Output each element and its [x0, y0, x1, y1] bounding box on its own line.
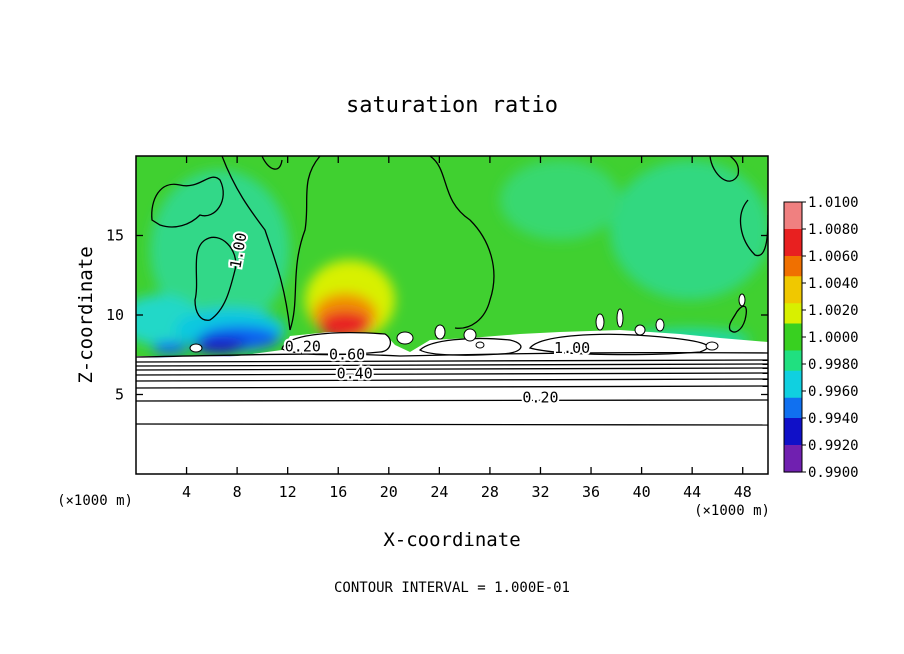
colorbar-label: 1.0040	[808, 276, 859, 292]
contour-label: 0.60	[329, 346, 365, 364]
colorbar-label: 1.0000	[808, 330, 859, 346]
colorbar-swatch	[784, 411, 802, 419]
chart-title: saturation ratio	[346, 93, 558, 118]
colorbar-swatch	[784, 364, 802, 372]
colorbar-label: 0.9900	[808, 465, 859, 481]
colorbar-swatch	[784, 202, 802, 210]
colorbar-swatch	[784, 397, 802, 406]
colorbar-swatch	[784, 289, 802, 298]
colorbar-swatch	[784, 337, 802, 345]
colorbar-swatch	[784, 235, 802, 244]
colorbar-label: 1.0100	[808, 195, 859, 211]
x-tick-label: 32	[531, 483, 549, 501]
x-tick-label: 40	[633, 483, 651, 501]
x-tick-label: 12	[279, 483, 297, 501]
colorbar-swatch	[784, 431, 802, 439]
colorbar-swatch	[784, 316, 802, 325]
x-tick-label: 24	[430, 483, 448, 501]
colorbar-label: 1.0060	[808, 249, 859, 265]
x-unit-left: (×1000 m)	[57, 493, 133, 509]
colorbar-swatch	[784, 357, 802, 365]
colorbar-swatch	[784, 377, 802, 385]
colorbar-swatch	[784, 276, 802, 284]
colorbar-swatch	[784, 262, 802, 271]
colorbar-swatch	[784, 208, 802, 217]
y-tick-label: 5	[115, 386, 124, 404]
x-axis-label: X-coordinate	[383, 529, 520, 551]
colorbar-swatch	[784, 350, 802, 358]
contour-blobs	[189, 293, 746, 353]
x-unit-right: (×1000 m)	[694, 503, 770, 519]
colorbar-swatch	[784, 438, 802, 446]
colorbar-swatch	[784, 384, 802, 392]
colorbar-swatch	[784, 229, 802, 237]
colorbar-swatch	[784, 269, 802, 277]
colorbar-swatch	[784, 465, 802, 473]
contour-label: 0.20	[522, 388, 558, 406]
colorbar-swatch	[784, 323, 802, 331]
colorbar-swatch	[784, 370, 802, 379]
contour-label: 1.00	[554, 339, 590, 357]
x-tick-label: 8	[233, 483, 242, 501]
contour-interval-note: CONTOUR INTERVAL = 1.000E-01	[334, 580, 570, 596]
colorbar-swatch	[784, 451, 802, 460]
colorbar-swatch	[784, 256, 802, 264]
colorbar-swatch	[784, 215, 802, 223]
colorbar-swatch	[784, 303, 802, 311]
x-tick-label: 16	[329, 483, 347, 501]
x-tick-label: 48	[734, 483, 752, 501]
x-tick-label: 44	[683, 483, 701, 501]
colorbar-label: 0.9920	[808, 438, 859, 454]
colorbar-swatch	[784, 424, 802, 433]
colorbar-label: 0.9940	[808, 411, 859, 427]
colorbar-swatch	[784, 330, 802, 338]
colorbar-label: 1.0020	[808, 303, 859, 319]
colorbar-swatch	[784, 310, 802, 318]
colorbar-swatch	[784, 445, 802, 453]
contour-lines	[136, 156, 768, 426]
colorbar-swatch	[784, 404, 802, 412]
colorbar-swatch	[784, 249, 802, 257]
x-tick-label: 36	[582, 483, 600, 501]
colorbar-swatch	[784, 391, 802, 399]
colorbar-label: 1.0080	[808, 222, 859, 238]
colorbar-swatch	[784, 458, 802, 466]
colorbar-swatch	[784, 343, 802, 352]
colorbar-label: 0.9980	[808, 357, 859, 373]
colorbar-swatch	[784, 222, 802, 230]
colorbar-swatch	[784, 418, 802, 426]
y-tick-label: 10	[106, 306, 124, 324]
contour-label: 0.40	[337, 365, 373, 383]
x-tick-label: 28	[481, 483, 499, 501]
x-tick-label: 20	[380, 483, 398, 501]
colorbar-swatch	[784, 242, 802, 250]
y-axis-label: Z-coordinate	[75, 246, 97, 383]
colorbar-swatch	[784, 296, 802, 304]
contour-label: 0.20	[285, 338, 321, 356]
plot-field	[136, 156, 768, 474]
colorbar-label: 0.9960	[808, 384, 859, 400]
colorbar-swatch	[784, 283, 802, 291]
colorbar: 1.0100 1.0080 1.0060 1.0040 1.0020 1.0000 0.99…	[783, 195, 859, 481]
y-tick-label: 15	[106, 227, 124, 245]
x-tick-label: 4	[182, 483, 191, 501]
